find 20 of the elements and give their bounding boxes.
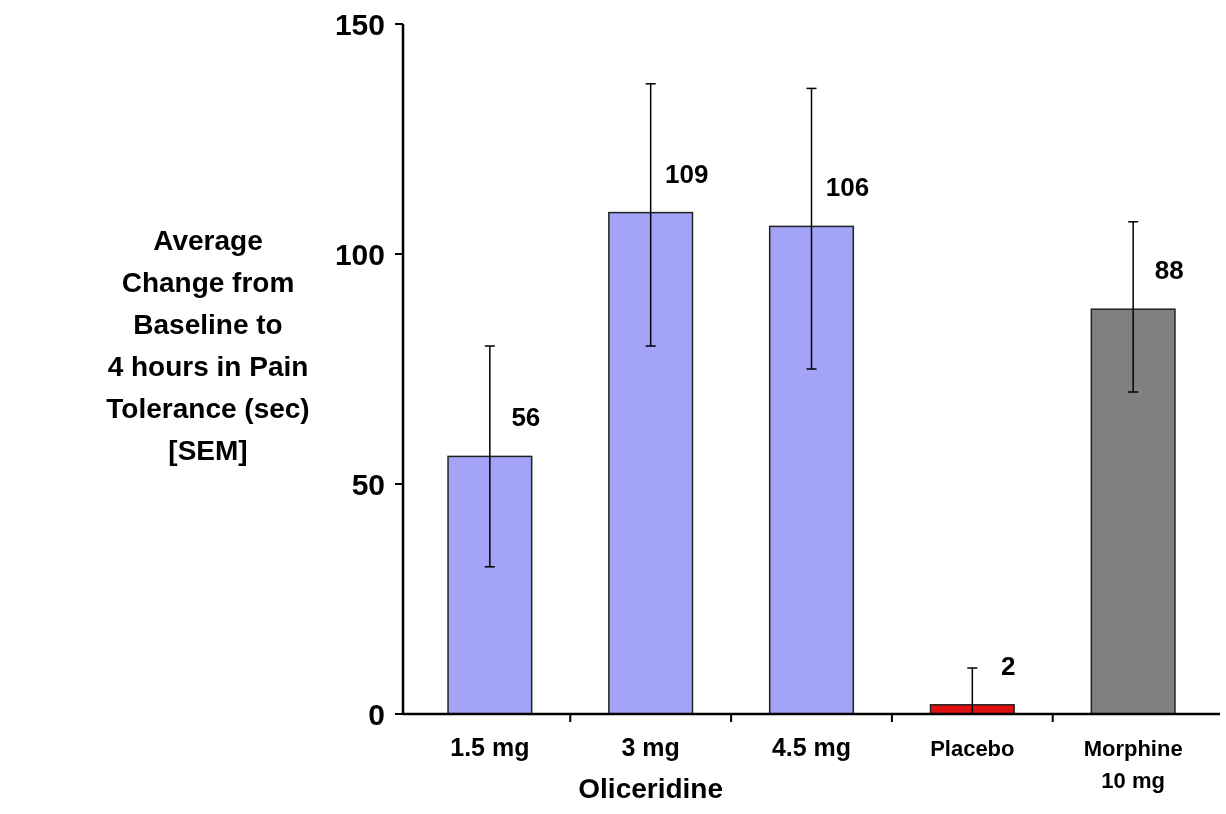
data-label: 109 xyxy=(664,158,709,189)
data-label: 56 xyxy=(511,402,541,433)
x-tick-label: 1.5 mg xyxy=(450,733,530,761)
y-tick-label: 150 xyxy=(334,7,385,41)
bar xyxy=(608,211,694,715)
bar xyxy=(768,225,855,715)
y-axis-title: Average Change from Baseline to 4 hours in Pain Tolerance (sec) [SEM] xyxy=(106,225,310,466)
data-label: 106 xyxy=(825,172,870,203)
x-tick-label: 3 mg xyxy=(621,733,680,761)
data-label: 2 xyxy=(1001,650,1016,681)
x-axis-title: Oliceridine xyxy=(578,773,724,804)
y-tick-label: 0 xyxy=(368,697,385,731)
y-tick-label: 100 xyxy=(334,237,385,271)
x-tick-label: Placebo xyxy=(930,736,1015,761)
bar xyxy=(1090,308,1176,715)
x-tick-label: Morphine 10 mg xyxy=(1083,736,1183,793)
data-label: 88 xyxy=(1154,255,1184,286)
y-tick-label: 50 xyxy=(351,467,385,501)
bar xyxy=(447,455,533,715)
x-tick-label: 4.5 mg xyxy=(771,733,852,761)
